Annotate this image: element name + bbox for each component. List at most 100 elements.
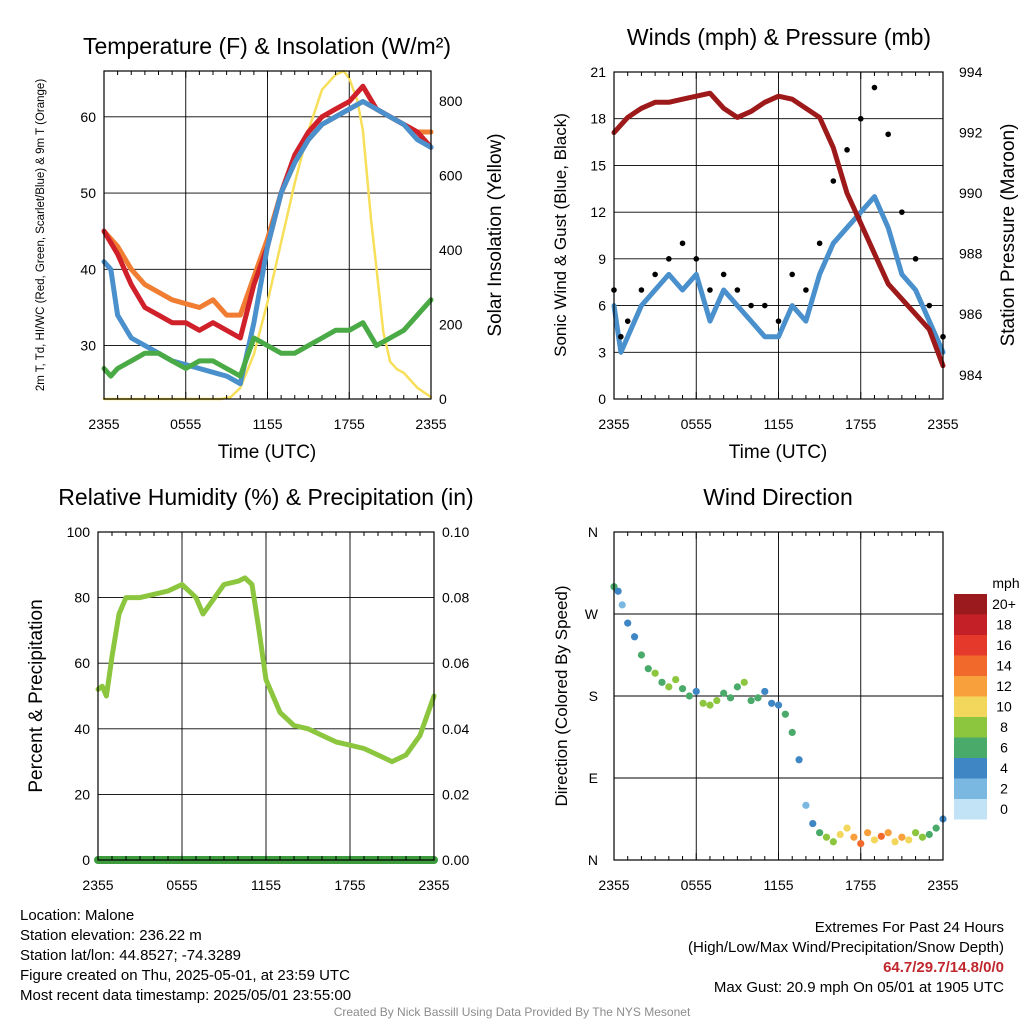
extremes-info: Extremes For Past 24 Hours (High/Low/Max… — [688, 918, 1004, 998]
wdir-legend-label: 10 — [996, 699, 1012, 715]
wdir-point — [925, 830, 933, 839]
temp-y2tick-label: 400 — [439, 242, 463, 258]
wind-ytick-label: 0 — [598, 391, 606, 407]
rh-ytick-label: 100 — [67, 524, 91, 540]
wind-xlabel: Time (UTC) — [729, 442, 828, 463]
wind-series-blue — [611, 194, 946, 355]
wdir-grid — [614, 532, 943, 860]
wdir-point — [788, 728, 796, 737]
wdir-point — [795, 756, 803, 764]
wdir-point — [932, 824, 940, 832]
wind-gust-point — [830, 178, 837, 184]
wind-gust-point — [666, 256, 672, 262]
wind-gust-point — [707, 287, 713, 293]
wind-xtick-label: 2355 — [927, 416, 958, 432]
wdir-point — [911, 829, 920, 837]
recent-text: Most recent data timestamp: 2025/05/01 2… — [20, 987, 352, 1004]
location-text: Location: Malone — [20, 907, 135, 924]
wdir-legend-label: 18 — [996, 617, 1012, 633]
wind-xtick-label: 0555 — [681, 416, 712, 432]
wdir-point — [891, 838, 899, 846]
wdir-point — [816, 829, 824, 837]
temp-xtick-label: 2355 — [88, 416, 119, 432]
temp-y2label: Solar Insolation (Yellow) — [485, 133, 506, 336]
wdir-legend-label: 2 — [1000, 781, 1008, 797]
wdir-point — [843, 824, 851, 832]
wdir-point — [802, 801, 810, 809]
wdir-point — [618, 601, 626, 609]
wdir-point — [692, 687, 700, 696]
created-text: Figure created on Thu, 2025-05-01, at 23… — [20, 967, 350, 984]
wdir-point — [877, 832, 885, 840]
wind-gust-point — [638, 287, 645, 293]
wdir-legend-label: 4 — [1000, 760, 1008, 776]
wdir-legend-swatch — [954, 717, 987, 738]
wdir-point — [678, 685, 687, 693]
wdir-point — [672, 676, 680, 684]
wind-ytick-label: 12 — [590, 204, 606, 220]
max-gust-text: Max Gust: 20.9 mph On 05/01 at 1905 UTC — [713, 979, 1004, 996]
wdir-point — [740, 678, 748, 686]
wdir-point — [658, 678, 666, 686]
wdir-point — [774, 701, 783, 709]
rh-title: Relative Humidity (%) & Precipitation (i… — [58, 484, 473, 510]
wdir-legend-label: 16 — [996, 637, 1012, 653]
wind-gust-point — [816, 240, 823, 247]
wdir-point — [637, 651, 646, 659]
wind-y2label: Station Pressure (Maroon) — [998, 124, 1019, 347]
temp-ytick-label: 30 — [80, 338, 96, 354]
wdir-point — [713, 696, 721, 705]
wind-gust-point — [899, 209, 905, 215]
rh-ylabel: Percent & Precipitation — [26, 599, 47, 792]
wind-gust-point — [624, 318, 631, 324]
wdir-point — [822, 833, 831, 841]
wdir-legend-swatch — [954, 655, 987, 676]
wdir-legend-swatch — [954, 799, 987, 820]
credit-text: Created By Nick Bassill Using Data Provi… — [333, 1005, 691, 1019]
latlon-text: Station lat/lon: 44.8527; -74.3289 — [20, 947, 242, 964]
wind-panel: Winds (mph) & Pressure (mb) 2355 0555 1155… — [551, 24, 1019, 463]
temp-grid — [104, 71, 431, 399]
wdir-point — [781, 710, 789, 718]
wdir-point — [836, 830, 844, 839]
wind-ytick-label: 15 — [590, 157, 606, 173]
wdir-point — [857, 840, 865, 848]
rh-panel: Relative Humidity (%) & Precipitation (i… — [26, 484, 474, 893]
wdir-xtick-label: 2355 — [598, 877, 629, 893]
wind-title: Winds (mph) & Pressure (mb) — [627, 24, 931, 50]
rh-ticks: 2355 0555 1155 1755 2355 0 20 40 60 80 100 0.00 0.02… — [67, 524, 470, 893]
wdir-series-group — [610, 583, 947, 848]
wdir-point — [768, 699, 776, 707]
wind-ylabel: Sonic Wind & Gust (Blue, Black) — [551, 113, 570, 357]
rh-y2tick-label: 0.00 — [442, 852, 469, 868]
temp-y2tick-label: 0 — [439, 391, 447, 407]
wdir-point — [850, 833, 858, 841]
elevation-text: Station elevation: 236.22 m — [20, 927, 202, 944]
wdir-legend-swatch — [954, 635, 987, 656]
wdir-legend-swatch — [954, 696, 987, 717]
wdir-xtick-label: 1755 — [845, 877, 876, 893]
rh-xtick-label: 0555 — [166, 877, 197, 893]
wind-y2tick-label: 994 — [959, 64, 983, 80]
rh-xtick-label: 2355 — [418, 877, 449, 893]
wdir-point — [864, 829, 872, 837]
wdir-point — [726, 694, 735, 702]
wdir-point — [870, 836, 879, 844]
rh-xtick-label: 2355 — [82, 877, 113, 893]
temp-ticks: 2355 0555 1155 1755 235530405060020040060080… — [80, 71, 463, 432]
wind-grid — [614, 72, 943, 399]
temp-series-blue — [101, 99, 434, 387]
wdir-point — [918, 833, 927, 841]
wdir-legend-label: 6 — [1000, 740, 1008, 756]
wdir-ytick-label: N — [588, 852, 598, 868]
wind-gust-point — [803, 287, 809, 293]
wdir-point — [624, 619, 632, 627]
wind-y2tick-label: 986 — [959, 306, 983, 322]
wind-gust-point — [926, 302, 933, 309]
wdir-ytick-label: N — [588, 524, 598, 540]
wind-gust-point — [871, 84, 878, 91]
wind-ticks: 2355 0555 1155 1755 2355 0 3 6 9 12 15 18 21 984 986 98… — [590, 64, 982, 432]
wind-gust-point — [748, 302, 754, 309]
